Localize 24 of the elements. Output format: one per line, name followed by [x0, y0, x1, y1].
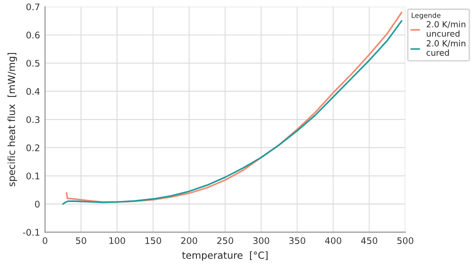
x-tick-label: 200	[181, 237, 198, 244]
y-tick-label: 0.1	[26, 172, 40, 180]
x-tick-label: 250	[217, 237, 234, 244]
x-tick-label: 300	[253, 237, 270, 244]
y-tick-label: 0.2	[26, 144, 40, 152]
x-axis-title: temperature [°C]	[182, 251, 268, 261]
legend-label: 2.0 K/min uncured	[426, 20, 466, 37]
x-tick-label: 450	[361, 237, 378, 244]
x-tick-label: 500	[397, 237, 414, 244]
y-tick-label: 0.4	[26, 88, 40, 95]
x-tick-label: 150	[145, 237, 162, 244]
legend-label: 2.0 K/min cured	[426, 40, 466, 56]
x-tick-label: 0	[42, 237, 48, 244]
y-tick-label: 0.5	[26, 60, 40, 67]
x-tick-label: 350	[289, 237, 306, 244]
y-axis-title: specific heat flux [mW/mg]	[8, 52, 17, 186]
x-tick-label: 100	[109, 237, 126, 244]
y-tick-label: 0.6	[26, 32, 40, 38]
x-tick-label: 50	[76, 237, 86, 244]
y-tick-label: 0.7	[26, 3, 40, 10]
y-tick-label: 0.3	[26, 116, 40, 124]
y-tick-label: -0.1	[22, 228, 40, 236]
x-tick-label: 400	[325, 237, 342, 244]
y-tick-label: 0	[35, 200, 40, 208]
